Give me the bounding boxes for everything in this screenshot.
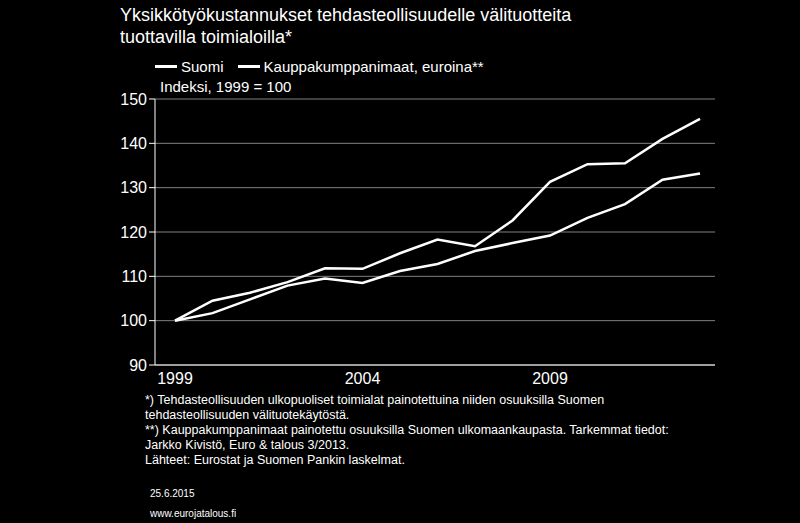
html-text:*) Tehdasteollisuuden ulkopuol: *) Tehdasteollisuuden ulkopuoliset toimi… [145, 393, 605, 422]
svg-text:100: 100 [120, 312, 147, 329]
html-text:25.6.2015: 25.6.2015 [150, 488, 195, 499]
svg-text:120: 120 [120, 224, 147, 241]
svg-text:2004: 2004 [345, 370, 381, 387]
svg-text:140: 140 [120, 135, 147, 152]
svg-text:130: 130 [120, 179, 147, 196]
svg-text:90: 90 [129, 357, 147, 374]
html-text:www.eurojatalous.fi: www.eurojatalous.fi [150, 508, 237, 519]
svg-text:2009: 2009 [532, 370, 568, 387]
html-text:Indeksi, 1999 = 100: Indeksi, 1999 = 100 [160, 78, 292, 95]
html-text:**) Kauppakumppanimaat painote: **) Kauppakumppanimaat painotettu osuuks… [145, 423, 669, 452]
svg-text:110: 110 [121, 268, 147, 285]
html-text:Yksikkötyökustannukset tehdast: Yksikkötyökustannukset tehdasteollisuude… [120, 5, 572, 47]
html-text:Suomi: Suomi [181, 58, 224, 75]
html-text:Lähteet: Eurostat ja Suomen Pa: Lähteet: Eurostat ja Suomen Pankin laske… [145, 453, 405, 467]
svg-text:150: 150 [120, 91, 147, 108]
svg-text:1999: 1999 [157, 370, 193, 387]
html-text:Kauppakumppanimaat, euroina**: Kauppakumppanimaat, euroina** [263, 58, 484, 75]
